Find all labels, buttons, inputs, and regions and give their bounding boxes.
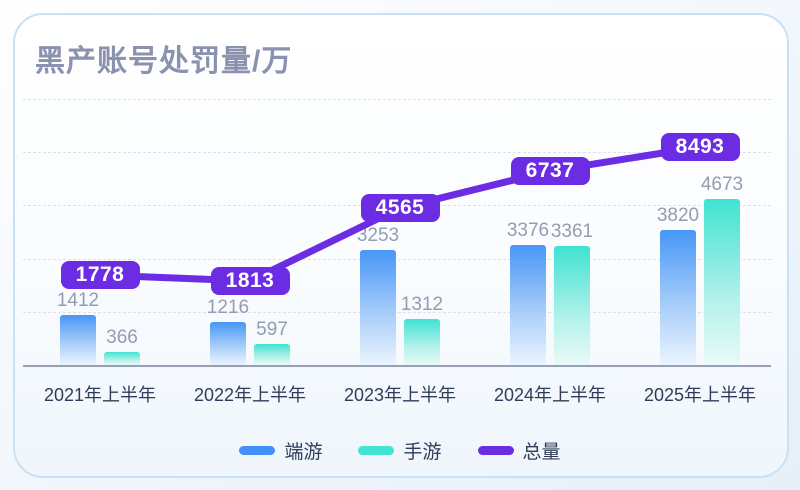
- bar-value-label: 3361: [550, 220, 594, 242]
- gridline: [23, 311, 771, 313]
- x-axis-label: 2023年上半年: [343, 385, 457, 405]
- bar-pc-2023: [360, 249, 396, 365]
- total-value-badge: 4565: [360, 194, 440, 222]
- legend-label-pc: 端游: [284, 442, 323, 463]
- gridline: [23, 99, 771, 100]
- x-axis-line: [23, 365, 771, 367]
- bar-pc-2024: [510, 245, 546, 365]
- bar-pc-2025: [660, 229, 696, 365]
- bar-value-label: 1216: [206, 296, 250, 318]
- total-value-badge: 6737: [510, 157, 590, 185]
- chart-title: 黑产账号处罚量/万: [35, 45, 293, 78]
- bar-value-label: 4673: [700, 174, 744, 196]
- bar-value-label: 3376: [506, 220, 550, 242]
- bar-pc-2022: [210, 321, 246, 365]
- legend-item-pc[interactable]: 端游: [239, 437, 322, 464]
- total-value-badge: 1813: [210, 267, 290, 295]
- bar-value-label: 3820: [656, 204, 700, 226]
- total-value-badge: 8493: [660, 133, 740, 161]
- legend-swatch-pc: [239, 446, 276, 455]
- gridline: [23, 258, 771, 260]
- bar-value-label: 597: [256, 318, 288, 340]
- x-axis-label: 2022年上半年: [193, 385, 307, 405]
- bar-value-label: 1412: [56, 289, 100, 311]
- chart-card: [13, 13, 789, 478]
- bar-value-label: 366: [106, 327, 138, 348]
- legend-swatch-mobile: [358, 446, 395, 455]
- legend-item-total[interactable]: 总量: [477, 437, 561, 464]
- x-axis-label: 2021年上半年: [43, 385, 157, 405]
- total-value-badge: 1778: [60, 261, 140, 289]
- bar-pc-2021: [60, 314, 96, 365]
- legend: 端游 手游 总量: [0, 437, 800, 464]
- bar-mobile-2023: [404, 318, 440, 365]
- bar-mobile-2025: [704, 199, 740, 365]
- legend-swatch-total: [477, 446, 514, 455]
- bar-mobile-2024: [554, 245, 590, 365]
- x-axis-label: 2025年上半年: [643, 385, 757, 405]
- gridline: [23, 152, 771, 154]
- bar-mobile-2022: [254, 343, 290, 365]
- bar-value-label: 1312: [400, 293, 444, 315]
- legend-label-mobile: 手游: [403, 442, 442, 463]
- legend-label-total: 总量: [522, 442, 561, 463]
- x-axis-label: 2024年上半年: [493, 385, 607, 405]
- legend-item-mobile[interactable]: 手游: [358, 437, 442, 464]
- bar-mobile-2021: [104, 352, 140, 365]
- bar-value-label: 3253: [356, 224, 400, 246]
